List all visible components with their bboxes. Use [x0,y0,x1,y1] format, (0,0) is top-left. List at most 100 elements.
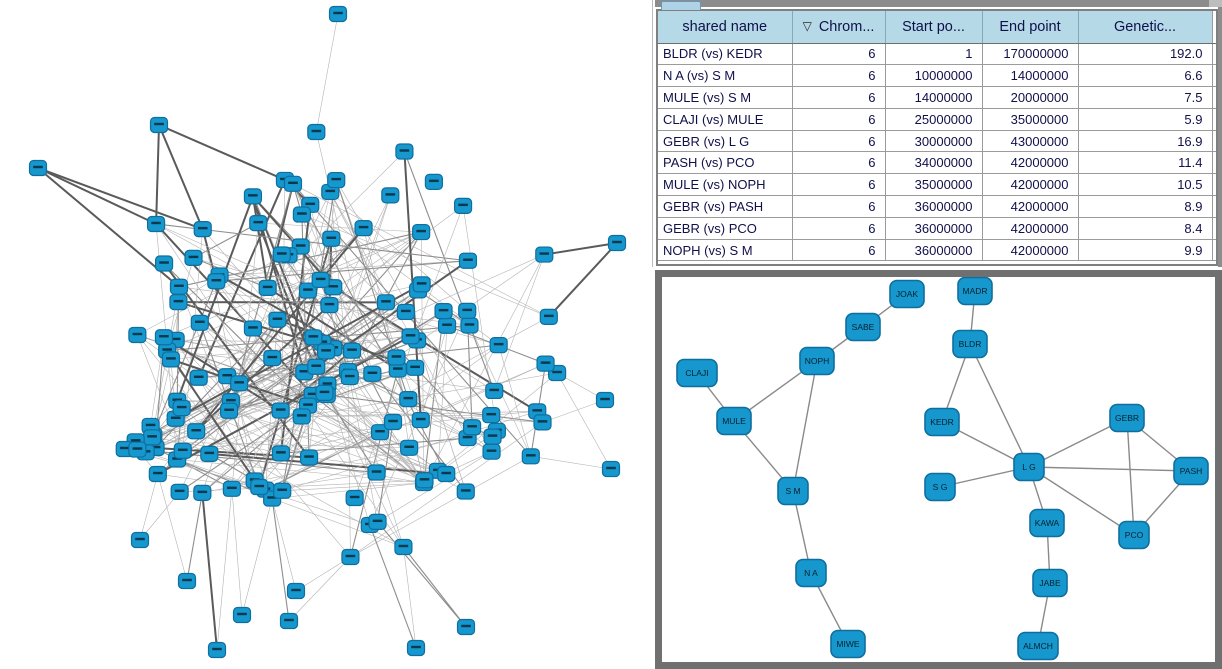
network-node[interactable] [399,390,418,408]
network-node[interactable] [271,402,290,419]
network-node[interactable] [462,419,482,436]
network-node[interactable] [286,582,306,600]
network-node[interactable] [130,531,150,549]
network-node-pash[interactable]: PASH [1173,456,1209,486]
network-node[interactable] [148,465,167,483]
network-node[interactable] [383,413,403,431]
network-node-gebr[interactable]: GEBR [1109,403,1145,433]
hscrollbar-thumb[interactable] [661,1,701,10]
network-node[interactable] [396,303,415,321]
table-row[interactable]: MULE (vs) NOPH 6 35000000 42000000 10.5 [658,173,1216,197]
network-node[interactable] [521,448,540,465]
table-cell[interactable]: 36000000 [884,239,982,262]
table-row[interactable]: CLAJI (vs) MULE 6 25000000 35000000 5.9 [658,108,1216,131]
network-node[interactable] [370,424,390,441]
network-node[interactable] [367,464,386,481]
table-row[interactable]: PASH (vs) PCO 6 34000000 42000000 11.4 [658,151,1216,175]
table-cell[interactable]: 6 [791,64,885,88]
table-cell[interactable]: 6 [791,108,885,131]
table-cell[interactable]: 42000000 [981,195,1078,218]
table-cell[interactable]: 42000000 [981,173,1078,197]
table-cell[interactable]: 14000000 [981,64,1078,88]
network-node[interactable] [394,538,413,556]
table-cell[interactable]: 8.9 [1077,195,1212,218]
table-cell[interactable]: GEBR (vs) L G [658,130,792,153]
node-shape[interactable] [676,358,718,388]
network-node[interactable] [173,442,192,459]
table-header-start-po[interactable]: Start po... [884,11,982,44]
network-node-almch[interactable]: ALMCH [1017,631,1059,661]
network-node[interactable] [381,187,400,204]
table-header-shared-name[interactable]: shared name [658,11,792,44]
network-node[interactable] [292,408,311,425]
table-cell[interactable]: 6 [791,195,885,218]
small-network-canvas[interactable]: JOAK MADR SABE BLDR NOPH CLAJI MULE KEDR GEBR L G… [662,277,1215,662]
node-shape[interactable] [799,346,835,376]
node-shape[interactable] [777,476,809,506]
network-node-sabe[interactable]: SABE [845,312,881,342]
network-node[interactable] [489,337,508,354]
node-shape[interactable] [845,312,881,342]
network-node[interactable] [406,359,425,376]
network-node[interactable] [268,311,287,328]
network-node[interactable] [437,317,457,334]
network-node[interactable] [128,326,147,344]
network-node[interactable] [170,483,189,500]
network-node[interactable] [482,443,501,460]
network-node[interactable] [340,368,359,386]
table-cell[interactable]: 34000000 [884,151,982,175]
network-node[interactable] [146,215,166,233]
network-node[interactable] [273,482,292,499]
network-node[interactable] [250,478,269,496]
table-cell[interactable]: 30000000 [884,130,982,153]
network-node[interactable] [249,215,268,232]
network-node[interactable] [243,320,263,337]
network-node-s-g[interactable]: S G [924,472,956,502]
table-cell[interactable]: 42000000 [981,217,1078,240]
table-cell[interactable]: N A (vs) S M [658,64,792,88]
network-node[interactable] [187,423,206,440]
table-cell[interactable]: 35000000 [884,173,982,197]
table-cell[interactable]: CLAJI (vs) MULE [658,108,792,131]
table-row[interactable]: MULE (vs) S M 6 14000000 20000000 7.5 [658,86,1216,109]
network-node[interactable] [149,116,169,134]
network-node[interactable] [412,276,431,293]
network-node[interactable] [458,252,478,269]
network-node[interactable] [190,314,209,331]
network-node[interactable] [177,572,197,590]
network-node-mule[interactable]: MULE [716,406,752,436]
table-cell[interactable]: 6 [791,130,885,153]
table-cell[interactable]: 42000000 [981,151,1078,175]
table-cell[interactable]: GEBR (vs) PASH [658,195,792,218]
network-node-claji[interactable]: CLAJI [676,358,718,388]
network-node-kawa[interactable]: KAWA [1029,508,1065,538]
table-cell[interactable]: 16.9 [1077,130,1212,153]
network-node-n-a[interactable]: N A [795,558,827,588]
network-node[interactable] [279,612,299,630]
network-node[interactable] [283,175,303,192]
network-node[interactable] [434,303,453,320]
table-cell[interactable]: 6 [791,217,885,240]
hscrollbar-track[interactable] [655,0,1222,7]
network-node[interactable] [222,480,241,497]
network-node-joak[interactable]: JOAK [889,279,925,309]
network-node[interactable] [411,411,430,429]
network-node[interactable] [307,358,326,375]
table-cell[interactable]: 11.4 [1077,151,1212,175]
network-node[interactable] [328,5,348,23]
node-shape[interactable] [1013,452,1045,482]
network-node[interactable] [320,297,339,314]
node-shape[interactable] [1032,568,1068,598]
network-node[interactable] [263,349,282,367]
network-node[interactable] [539,308,558,325]
node-shape[interactable] [924,407,960,437]
table-row[interactable]: N A (vs) S M 6 10000000 14000000 6.6 [658,64,1216,88]
table-cell[interactable]: 36000000 [884,217,982,240]
network-node[interactable] [415,472,434,489]
node-shape[interactable] [716,406,752,436]
network-node[interactable] [453,197,473,214]
node-shape[interactable] [795,558,827,588]
network-node-kedr[interactable]: KEDR [924,407,960,437]
table-cell[interactable]: 6 [791,86,885,109]
network-node[interactable] [230,375,249,392]
